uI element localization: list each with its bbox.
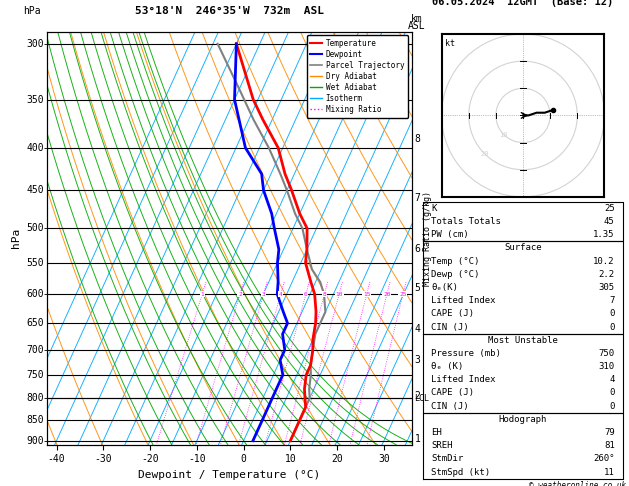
- Text: Totals Totals: Totals Totals: [431, 217, 501, 226]
- Text: Hodograph: Hodograph: [499, 415, 547, 424]
- Text: 10: 10: [335, 292, 343, 297]
- Text: SREH: SREH: [431, 441, 453, 450]
- Text: 400: 400: [26, 143, 44, 153]
- Text: © weatheronline.co.uk: © weatheronline.co.uk: [529, 481, 626, 486]
- Text: PW (cm): PW (cm): [431, 230, 469, 239]
- Text: 3: 3: [415, 355, 420, 365]
- Text: CAPE (J): CAPE (J): [431, 309, 474, 318]
- Text: 450: 450: [26, 185, 44, 195]
- Text: kt: kt: [445, 39, 455, 48]
- Text: 20: 20: [383, 292, 391, 297]
- Text: 1.35: 1.35: [593, 230, 615, 239]
- Text: 800: 800: [26, 393, 44, 403]
- Text: 45: 45: [604, 217, 615, 226]
- Text: 10.2: 10.2: [593, 257, 615, 265]
- Text: 10: 10: [499, 132, 508, 138]
- Text: 2: 2: [238, 292, 242, 297]
- Text: 25: 25: [604, 204, 615, 213]
- Text: 11: 11: [604, 468, 615, 477]
- Text: θₑ (K): θₑ (K): [431, 362, 464, 371]
- Text: LCL: LCL: [415, 394, 430, 402]
- Text: 3: 3: [262, 292, 265, 297]
- Text: 8: 8: [323, 292, 326, 297]
- Text: hPa: hPa: [11, 228, 21, 248]
- Text: CIN (J): CIN (J): [431, 401, 469, 411]
- Text: 1: 1: [200, 292, 204, 297]
- Text: 850: 850: [26, 415, 44, 425]
- Text: 79: 79: [604, 428, 615, 437]
- Text: 900: 900: [26, 435, 44, 446]
- Text: Mixing Ratio (g/kg): Mixing Ratio (g/kg): [423, 191, 432, 286]
- Text: 260°: 260°: [593, 454, 615, 464]
- Text: 7: 7: [610, 296, 615, 305]
- Text: 2: 2: [415, 391, 420, 401]
- Text: CIN (J): CIN (J): [431, 323, 469, 331]
- Text: hPa: hPa: [23, 6, 41, 16]
- Text: Lifted Index: Lifted Index: [431, 296, 496, 305]
- Text: Lifted Index: Lifted Index: [431, 375, 496, 384]
- Text: 4: 4: [610, 375, 615, 384]
- Text: 550: 550: [26, 258, 44, 268]
- Text: StmSpd (kt): StmSpd (kt): [431, 468, 491, 477]
- Text: EH: EH: [431, 428, 442, 437]
- Text: Surface: Surface: [504, 243, 542, 252]
- Text: 25: 25: [399, 292, 407, 297]
- Text: 5: 5: [415, 283, 420, 293]
- Text: 600: 600: [26, 289, 44, 299]
- Text: θₑ(K): θₑ(K): [431, 283, 458, 292]
- Text: 4: 4: [279, 292, 282, 297]
- Text: 310: 310: [599, 362, 615, 371]
- Text: 750: 750: [26, 370, 44, 380]
- Text: 305: 305: [599, 283, 615, 292]
- Text: 500: 500: [26, 224, 44, 233]
- Text: 350: 350: [26, 94, 44, 104]
- Text: Pressure (mb): Pressure (mb): [431, 349, 501, 358]
- Text: 650: 650: [26, 318, 44, 328]
- Text: K: K: [431, 204, 437, 213]
- Text: 6: 6: [304, 292, 308, 297]
- Text: 0: 0: [610, 401, 615, 411]
- Text: 8: 8: [415, 134, 420, 143]
- Text: 53°18'N  246°35'W  732m  ASL: 53°18'N 246°35'W 732m ASL: [135, 6, 324, 16]
- Text: 750: 750: [599, 349, 615, 358]
- Text: 700: 700: [26, 345, 44, 355]
- Text: CAPE (J): CAPE (J): [431, 388, 474, 398]
- Text: 4: 4: [415, 324, 420, 334]
- Text: 15: 15: [363, 292, 370, 297]
- Text: 6: 6: [415, 244, 420, 254]
- Text: 0: 0: [610, 388, 615, 398]
- Legend: Temperature, Dewpoint, Parcel Trajectory, Dry Adiabat, Wet Adiabat, Isotherm, Mi: Temperature, Dewpoint, Parcel Trajectory…: [306, 35, 408, 118]
- Text: Temp (°C): Temp (°C): [431, 257, 480, 265]
- Text: 0: 0: [610, 323, 615, 331]
- Text: 300: 300: [26, 39, 44, 49]
- Text: 20: 20: [480, 151, 489, 157]
- Text: Most Unstable: Most Unstable: [488, 336, 558, 345]
- Text: StmDir: StmDir: [431, 454, 464, 464]
- Text: Dewp (°C): Dewp (°C): [431, 270, 480, 279]
- Text: 81: 81: [604, 441, 615, 450]
- Text: 1: 1: [415, 434, 420, 444]
- Text: 06.05.2024  12GMT  (Base: 12): 06.05.2024 12GMT (Base: 12): [432, 0, 614, 7]
- Text: ASL: ASL: [408, 20, 426, 31]
- Text: 2.2: 2.2: [599, 270, 615, 279]
- X-axis label: Dewpoint / Temperature (°C): Dewpoint / Temperature (°C): [138, 470, 321, 480]
- Text: 7: 7: [415, 193, 420, 203]
- Text: 0: 0: [610, 309, 615, 318]
- Text: km: km: [411, 14, 423, 24]
